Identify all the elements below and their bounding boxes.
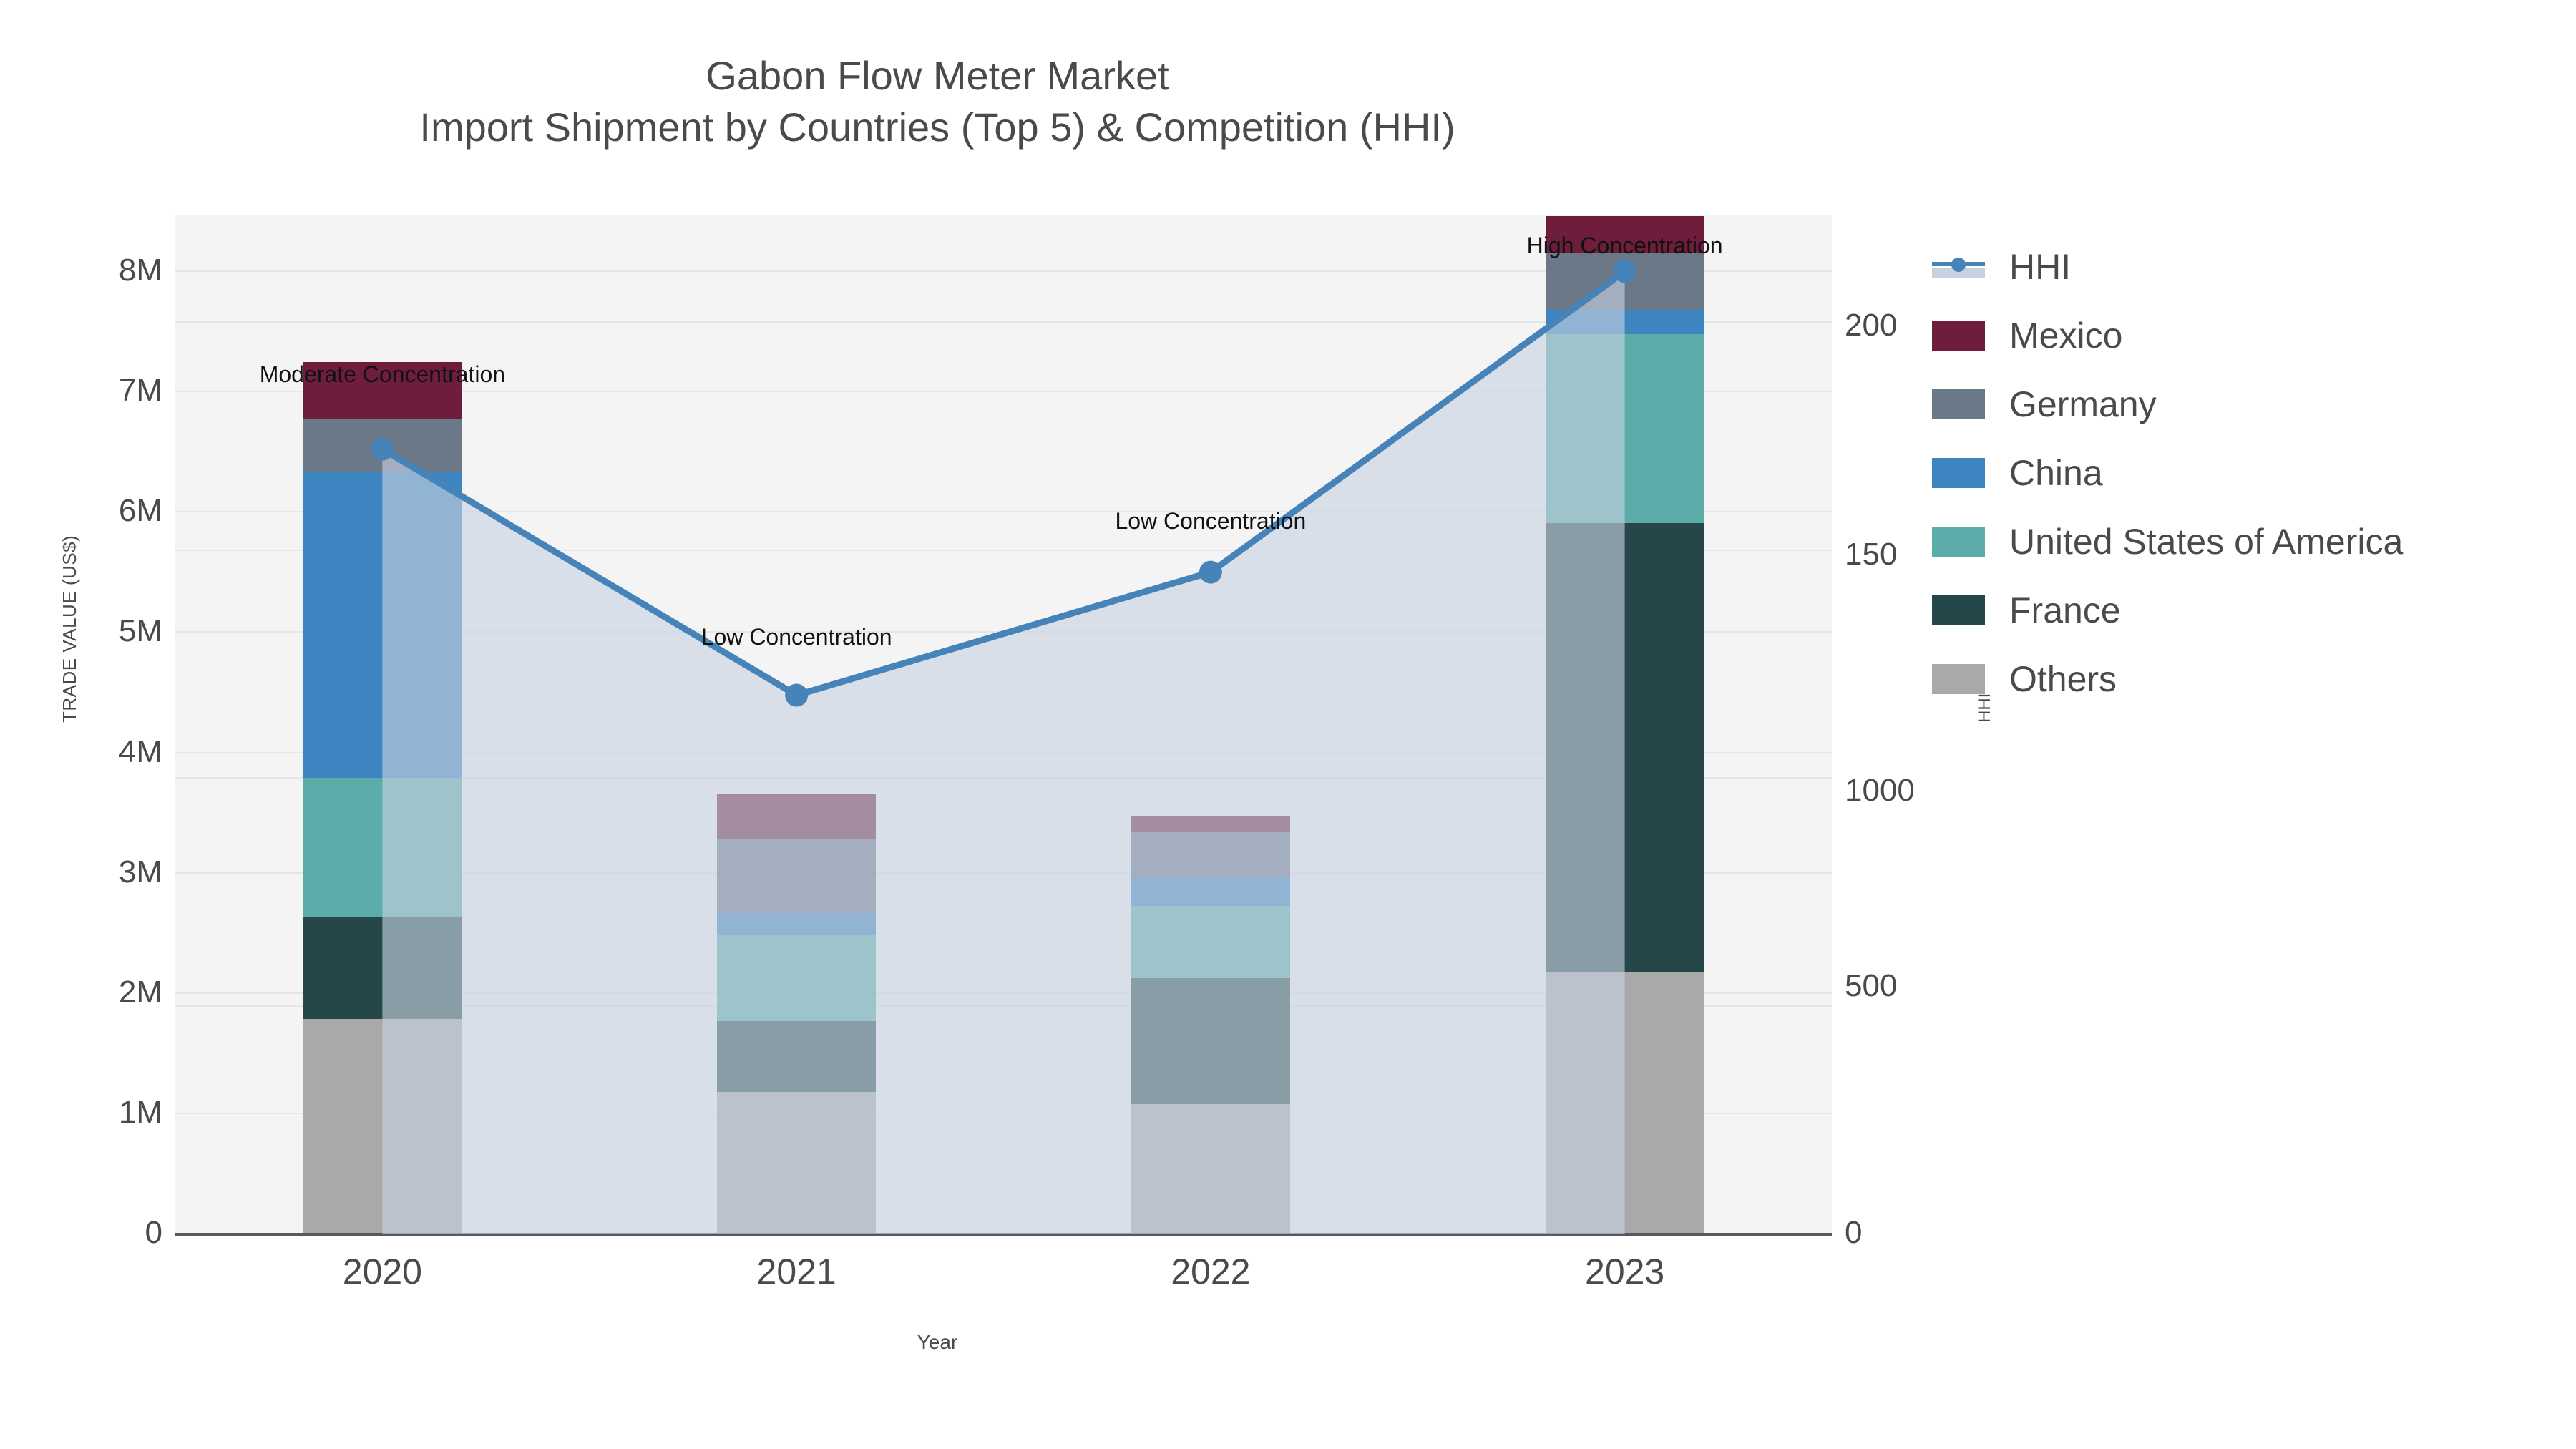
chart-title-line2: Import Shipment by Countries (Top 5) & C…	[419, 104, 1455, 150]
hhi-data-point[interactable]	[785, 683, 809, 707]
legend-color-swatch-icon	[1932, 389, 1985, 419]
y-axis-right-tick: 0	[1845, 1215, 1863, 1250]
y-axis-right-tick: 150	[1845, 537, 1898, 572]
gridline-right	[175, 549, 1832, 551]
legend-item-label: China	[2009, 453, 2103, 493]
legend-item-label: United States of America	[2009, 522, 2404, 562]
hhi-line-series	[371, 260, 1636, 1235]
x-axis-line	[175, 1233, 1832, 1236]
legend-item-label: HHI	[2009, 247, 2072, 287]
y-axis-left-label: TRADE VALUE (US$)	[59, 535, 80, 723]
legend-item-label: France	[2009, 590, 2121, 630]
gridline-right	[175, 321, 1832, 323]
bar-segment[interactable]	[303, 361, 462, 419]
legend-item[interactable]: United States of America	[1932, 507, 2547, 576]
y-axis-left-tick: 2M	[118, 974, 162, 1010]
legend-item-label: Germany	[2009, 384, 2157, 424]
legend-item[interactable]: France	[1932, 576, 2547, 645]
legend-item[interactable]: HHI	[1932, 233, 2547, 301]
y-axis-right-tick: 1000	[1845, 773, 1915, 808]
gridline	[175, 270, 1832, 272]
hhi-data-point[interactable]	[371, 437, 394, 461]
bar-segment[interactable]	[1545, 216, 1704, 253]
chart-legend: HHI Mexico Germany China United States of Am…	[1932, 233, 2547, 713]
hhi-area-fill	[382, 271, 1625, 1235]
chart-title: Gabon Flow Meter Market Import Shipment …	[0, 50, 1875, 152]
hhi-annotation-label: Moderate Concentration	[259, 361, 506, 387]
gridline	[175, 511, 1832, 513]
gridline	[175, 391, 1832, 393]
legend-color-swatch-icon	[1932, 595, 1985, 625]
y-axis-left-tick: 0	[145, 1215, 162, 1250]
legend-item-label: Mexico	[2009, 316, 2123, 356]
y-axis-right-tick: 500	[1845, 968, 1898, 1003]
legend-color-swatch-icon	[1932, 527, 1985, 557]
y-axis-left-tick: 6M	[118, 493, 162, 529]
hhi-data-point[interactable]	[1199, 560, 1222, 584]
hhi-annotation-label: Low Concentration	[701, 624, 892, 650]
hhi-line[interactable]	[381, 268, 1627, 699]
y-axis-left-tick: 1M	[118, 1094, 162, 1130]
x-axis-tick: 2021	[756, 1252, 836, 1292]
x-axis-label: Year	[917, 1331, 958, 1353]
chart-title-line1: Gabon Flow Meter Market	[706, 53, 1169, 98]
y-axis-left-tick: 7M	[118, 373, 162, 409]
x-axis-tick: 2022	[1171, 1252, 1251, 1292]
hhi-annotation-label: High Concentration	[1526, 233, 1723, 258]
x-axis-tick: 2020	[342, 1252, 422, 1292]
y-axis-right-tick: 200	[1845, 308, 1898, 343]
legend-color-swatch-icon	[1932, 458, 1985, 488]
legend-color-swatch-icon	[1932, 321, 1985, 351]
y-axis-left-tick: 4M	[118, 733, 162, 769]
hhi-data-point[interactable]	[1613, 260, 1636, 283]
legend-item[interactable]: Mexico	[1932, 301, 2547, 370]
legend-item-label: Others	[2009, 659, 2117, 699]
y-axis-left-tick: 8M	[118, 253, 162, 288]
legend-item[interactable]: Germany	[1932, 370, 2547, 439]
hhi-annotation-label: Low Concentration	[1115, 508, 1307, 534]
legend-line-swatch-icon	[1932, 252, 1985, 282]
y-axis-left-tick: 5M	[118, 613, 162, 649]
legend-item[interactable]: Others	[1932, 645, 2547, 713]
legend-item[interactable]: China	[1932, 439, 2547, 507]
x-axis-tick: 2023	[1585, 1252, 1665, 1292]
y-axis-left-tick: 3M	[118, 854, 162, 889]
legend-color-swatch-icon	[1932, 664, 1985, 694]
